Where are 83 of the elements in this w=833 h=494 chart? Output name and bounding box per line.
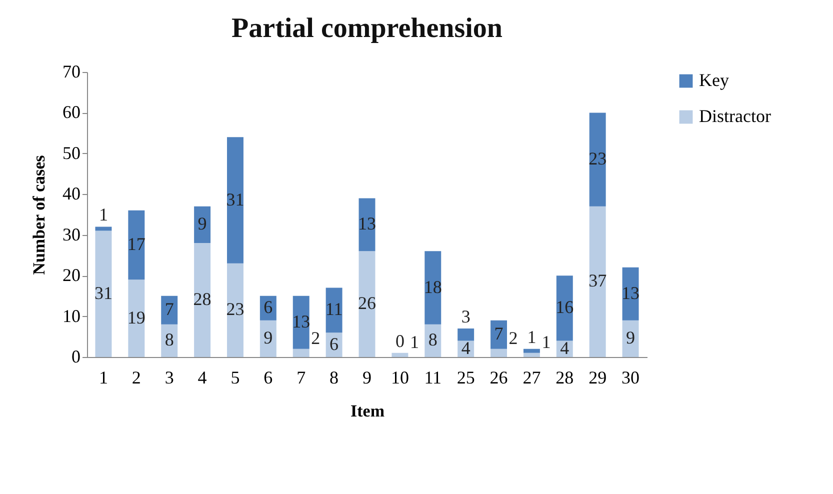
bar (622, 267, 639, 320)
data-label: 1 (527, 326, 536, 347)
data-label: 1 (542, 332, 551, 352)
x-tick-label: 4 (198, 368, 207, 388)
data-label: 9 (264, 328, 273, 348)
bar (458, 328, 474, 341)
data-label: 7 (494, 324, 504, 344)
x-tick-label: 11 (424, 368, 442, 388)
bar (490, 320, 507, 349)
data-label: 31 (94, 282, 112, 303)
y-tick-label: 0 (72, 346, 80, 366)
legend-label: Key (699, 70, 729, 90)
bar (128, 280, 145, 357)
x-tick-label: 5 (230, 368, 240, 388)
data-label: 19 (127, 307, 146, 328)
data-label: 9 (626, 328, 636, 348)
x-tick-label: 3 (164, 368, 174, 388)
data-label: 2 (508, 328, 518, 348)
data-label: 31 (226, 189, 244, 210)
bar (227, 263, 244, 357)
x-tick-label: 27 (522, 368, 541, 388)
data-label: 6 (264, 297, 273, 318)
x-tick-label: 2 (132, 368, 141, 388)
bar (227, 137, 244, 264)
x-tick-label: 1 (98, 368, 108, 388)
y-tick-label: 30 (62, 224, 80, 244)
data-label: 28 (193, 289, 212, 309)
bar (326, 288, 342, 333)
bar (392, 352, 408, 357)
bar (194, 243, 211, 357)
y-tick-label: 50 (62, 142, 80, 163)
bar (161, 296, 178, 324)
y-axis-title: Number of cases (30, 154, 48, 275)
x-tick-label: 10 (390, 368, 409, 388)
x-tick-label: 28 (556, 368, 574, 388)
data-label: 37 (588, 270, 607, 291)
x-axis-title: Item (350, 402, 384, 420)
bar (358, 251, 376, 357)
bar (95, 226, 112, 231)
data-label: 13 (292, 311, 310, 332)
data-label: 2 (311, 328, 320, 348)
bar (194, 206, 211, 243)
data-label: 4 (560, 338, 570, 358)
data-label: 1 (410, 332, 419, 352)
data-label: 11 (325, 299, 343, 320)
legend-label: Distractor (699, 106, 771, 126)
bar (523, 348, 540, 353)
data-label: 9 (198, 214, 207, 234)
data-label: 8 (428, 330, 438, 350)
data-label: 4 (461, 338, 470, 358)
bar (260, 320, 276, 357)
x-tick-label: 9 (362, 368, 372, 388)
x-tick-label: 29 (588, 368, 607, 388)
bar (292, 296, 310, 349)
data-label: 26 (358, 293, 376, 314)
y-tick-label: 10 (62, 306, 80, 326)
data-label: 3 (461, 306, 470, 326)
x-tick-label: 6 (264, 368, 273, 388)
data-label: 6 (330, 334, 339, 354)
y-tick-label: 70 (62, 62, 80, 82)
y-tick-label: 60 (62, 102, 80, 122)
x-tick-label: 7 (296, 368, 306, 388)
data-label: 23 (226, 299, 244, 320)
data-label: 8 (164, 330, 174, 350)
data-label: 0 (395, 330, 404, 351)
chart-title: Partial comprehension (232, 13, 503, 44)
bar (523, 352, 540, 357)
x-tick-label: 30 (622, 368, 640, 388)
data-label: 1 (98, 204, 108, 225)
x-tick-label: 8 (330, 368, 339, 388)
x-tick-label: 25 (456, 368, 475, 388)
bar (622, 320, 639, 357)
y-tick-label: 20 (62, 265, 80, 286)
bar (95, 230, 112, 357)
data-label: 13 (622, 282, 640, 303)
bar (556, 276, 573, 341)
y-tick-label: 40 (62, 184, 80, 204)
bar (589, 206, 606, 357)
data-label: 16 (556, 297, 574, 318)
bar (490, 348, 507, 357)
bar (292, 348, 310, 357)
x-tick-label: 26 (490, 368, 508, 388)
data-label: 7 (164, 299, 174, 320)
